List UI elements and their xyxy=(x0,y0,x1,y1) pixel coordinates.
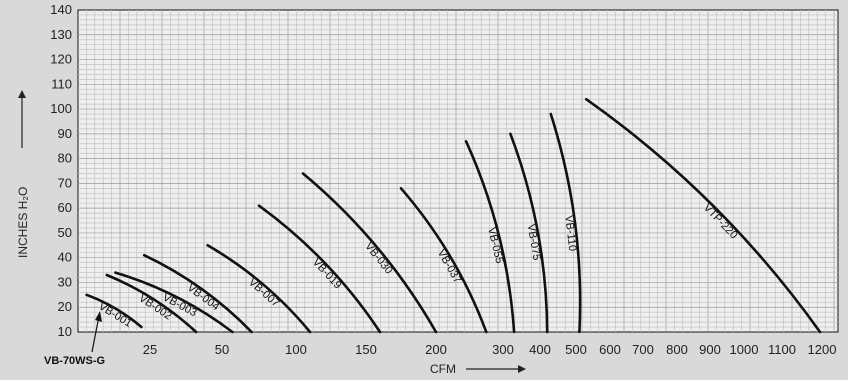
x-tick-label: 900 xyxy=(699,342,721,357)
x-tick-label: 150 xyxy=(355,342,377,357)
y-tick-label: 140 xyxy=(50,2,72,17)
y-tick-label: 50 xyxy=(58,225,72,240)
x-tick-label: 800 xyxy=(666,342,688,357)
y-tick-label: 90 xyxy=(58,126,72,141)
y-tick-label: 110 xyxy=(51,76,72,91)
x-tick-label: 100 xyxy=(285,342,307,357)
y-tick-label: 20 xyxy=(58,299,72,314)
y-tick-label: 80 xyxy=(58,151,72,166)
x-tick-label: 400 xyxy=(529,342,551,357)
x-axis-title: CFM xyxy=(430,362,456,376)
x-tick-label: 1000 xyxy=(730,342,759,357)
y-tick-label: 100 xyxy=(50,101,72,116)
x-tick-label: 1100 xyxy=(768,342,796,357)
y-tick-label: 70 xyxy=(58,175,72,190)
x-tick-label: 700 xyxy=(632,342,654,357)
x-tick-label: 25 xyxy=(143,342,157,357)
x-tick-label: 50 xyxy=(215,342,229,357)
y-axis-title: INCHES H₂O xyxy=(16,187,30,258)
y-tick-label: 120 xyxy=(50,52,72,67)
x-tick-label: 600 xyxy=(599,342,621,357)
y-tick-label: 60 xyxy=(58,200,72,215)
annotation-vb-70ws-g: VB-70WS-G xyxy=(44,355,105,367)
x-tick-label: 200 xyxy=(425,342,447,357)
y-tick-label: 40 xyxy=(58,250,72,265)
y-tick-label: 30 xyxy=(58,274,72,289)
x-tick-label: 500 xyxy=(565,342,587,357)
x-tick-label: 1200 xyxy=(808,342,837,357)
y-tick-label: 10 xyxy=(58,324,72,339)
y-tick-label: 130 xyxy=(50,27,72,42)
x-tick-label: 300 xyxy=(492,342,514,357)
